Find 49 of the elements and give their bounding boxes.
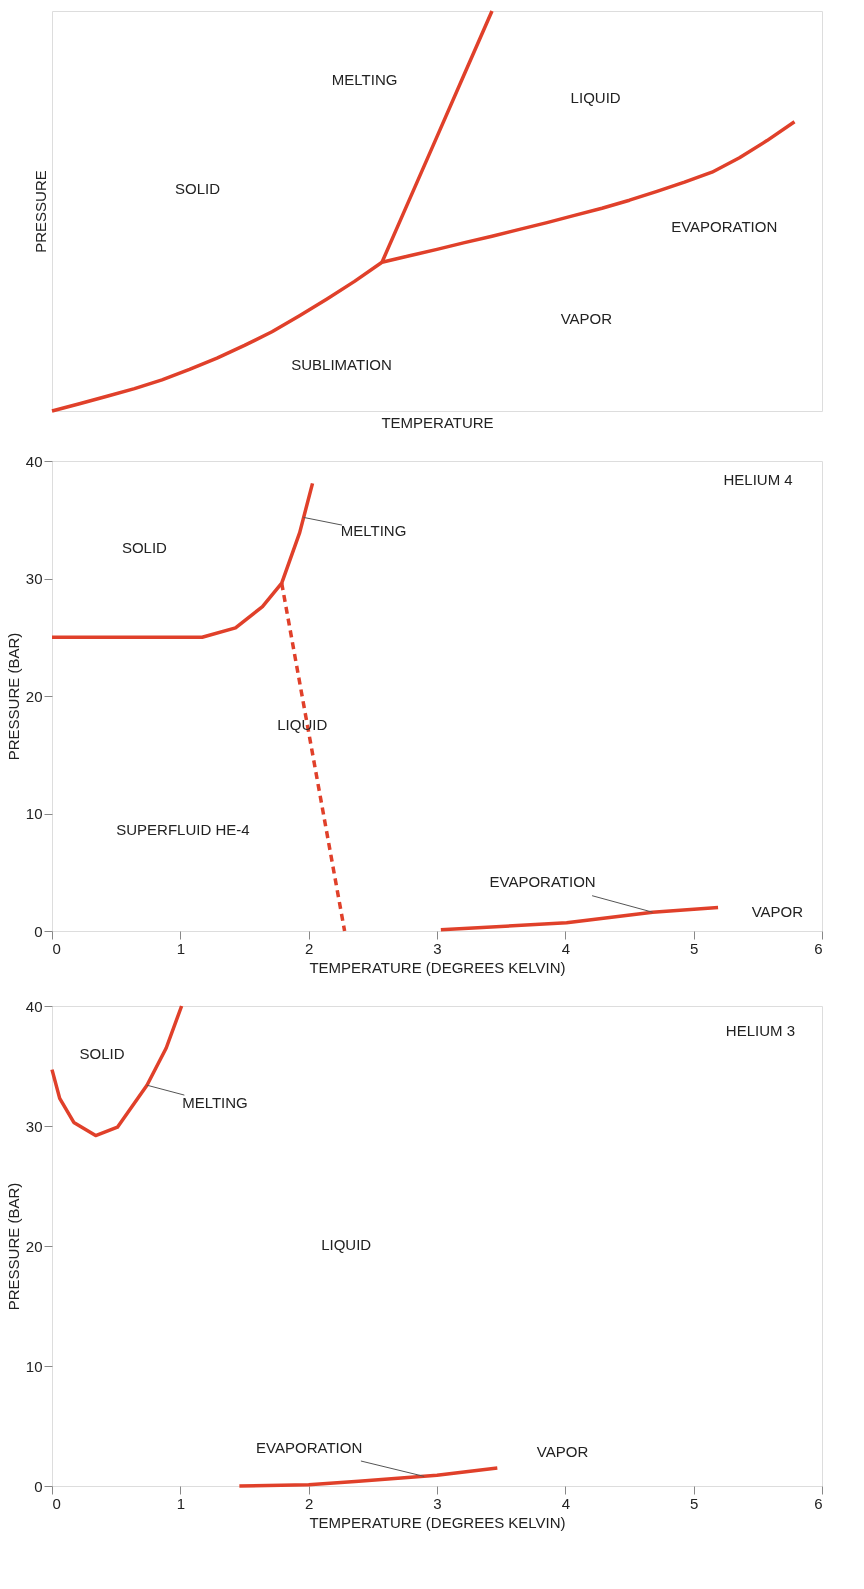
y-axis-title: PRESSURE (BAR) (4, 632, 22, 761)
annotation: HELIUM 3 (725, 1022, 795, 1040)
x-tick-label: 5 (689, 1494, 699, 1512)
annotation: LIQUID (321, 1235, 372, 1253)
y-tick-label: 40 (25, 452, 43, 470)
annotation: SOLID (175, 179, 221, 197)
x-tick-label: 0 (52, 939, 61, 957)
annotation: EVAPORATION (489, 873, 596, 891)
y-tick-label: 30 (25, 570, 43, 587)
y-tick-label: 0 (34, 1477, 43, 1495)
y-axis-title: PRESSURE (BAR) (4, 1182, 22, 1311)
y-tick-label: 40 (25, 997, 43, 1015)
x-tick-label: 0 (52, 1494, 61, 1512)
annotation: SOLID (79, 1045, 125, 1062)
x-axis-title: TEMPERATURE (DEGREES KELVIN) (309, 1513, 566, 1531)
y-tick-label: 30 (25, 1117, 43, 1135)
annotation: MELTING (182, 1094, 248, 1112)
x-tick-label: 5 (689, 939, 699, 957)
y-tick-label: 10 (25, 1357, 43, 1375)
y-tick-label: 10 (25, 805, 43, 822)
annotation: HELIUM 4 (723, 470, 793, 488)
annotation: VAPOR (560, 310, 613, 328)
x-tick-label: 3 (433, 1494, 442, 1512)
annotation: MELTING (331, 71, 398, 89)
x-tick-label: 3 (433, 939, 442, 957)
y-axis-title: PRESSURE (31, 170, 49, 253)
x-tick-label: 1 (176, 939, 186, 957)
y-tick-label: 0 (34, 922, 43, 940)
annotation: EVAPORATION (671, 218, 778, 235)
annotation: EVAPORATION (256, 1439, 363, 1457)
x-axis-title: TEMPERATURE (DEGREES KELVIN) (309, 958, 566, 976)
annotation: SOLID (121, 538, 168, 556)
x-tick-label: 4 (561, 1494, 571, 1512)
annotation: VAPOR (536, 1443, 589, 1461)
annotation: SUPERFLUID HE-4 (116, 820, 250, 838)
annotation: MELTING (340, 522, 407, 540)
annotation: LIQUID (277, 716, 328, 734)
x-tick-label: 1 (176, 1494, 186, 1512)
annotation: LIQUID (570, 89, 621, 107)
x-axis-title: TEMPERATURE (381, 413, 494, 431)
y-tick-label: 20 (25, 1237, 43, 1255)
x-tick-label: 2 (304, 1494, 314, 1512)
x-tick-label: 2 (304, 939, 314, 957)
y-tick-label: 20 (25, 687, 43, 705)
x-tick-label: 6 (814, 939, 823, 957)
annotation: VAPOR (751, 903, 804, 921)
annotation: SUBLIMATION (291, 356, 392, 374)
x-tick-label: 4 (561, 939, 571, 957)
x-tick-label: 6 (814, 1494, 823, 1512)
